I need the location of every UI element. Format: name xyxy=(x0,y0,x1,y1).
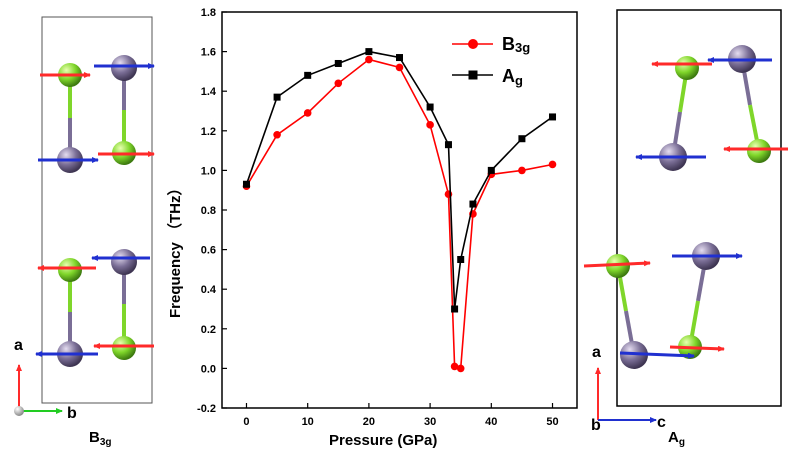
x-tick-label: 30 xyxy=(424,416,436,428)
purple-atom xyxy=(111,249,137,275)
series-line-ag xyxy=(245,50,553,310)
data-point-b3g xyxy=(273,130,281,139)
data-point-b3g xyxy=(334,79,343,88)
data-point-b3g xyxy=(518,166,526,175)
green-atom xyxy=(58,258,82,282)
data-point-ag xyxy=(334,59,342,67)
axis-label-b: b xyxy=(67,405,77,422)
displacement-arrow xyxy=(619,351,695,359)
data-point-b3g xyxy=(426,121,434,129)
y-tick-label: 1.6 xyxy=(201,47,216,59)
data-point-ag xyxy=(451,305,459,313)
legend: B3g Ag xyxy=(452,34,530,88)
green-atom xyxy=(747,139,771,163)
y-tick-label: 1.8 xyxy=(201,7,216,19)
legend-ag-sub: g xyxy=(515,73,523,88)
y-tick-label: 0.2 xyxy=(201,324,216,336)
x-tick-label: 40 xyxy=(485,416,497,428)
legend-label-ag: Ag xyxy=(502,66,523,88)
data-point-ag xyxy=(304,71,312,79)
legend-marker-b3g xyxy=(468,39,478,49)
x-tick-label: 0 xyxy=(243,416,249,428)
data-point-ag xyxy=(518,135,526,143)
y-tick-label: 1.4 xyxy=(201,86,217,98)
left-structure-label-sub: 3g xyxy=(100,437,112,448)
green-atom xyxy=(606,254,630,278)
legend-b3g-sub: 3g xyxy=(515,40,530,55)
plot-frame xyxy=(221,11,578,409)
right-structure-label: Ag xyxy=(668,429,685,448)
green-atom xyxy=(675,56,699,80)
y-tick-label: 0.8 xyxy=(201,205,216,217)
x-axis-label: Pressure (GPa) xyxy=(329,432,437,449)
purple-atom xyxy=(111,55,137,81)
x-tick-label: 10 xyxy=(302,416,314,428)
series-layer xyxy=(242,48,557,373)
legend-marker-ag xyxy=(468,70,478,80)
legend-ag-main: A xyxy=(502,66,515,86)
x-tick-label: 50 xyxy=(546,416,558,428)
series-line-b3g xyxy=(245,58,553,370)
data-point-ag xyxy=(365,48,373,56)
data-point-b3g xyxy=(548,160,557,169)
y-tick-label: 1.2 xyxy=(201,126,216,138)
right-structure-label-main: A xyxy=(668,429,679,446)
left-structure-panel: a b B3g xyxy=(14,16,155,448)
frequency-pressure-chart: -0.2 0.0 0.2 0.4 0.6 0.8 1.0 1.2 1.4 1.6 1.8 0 10 20… xyxy=(166,7,578,449)
right-structure-label-sub: g xyxy=(679,437,685,448)
y-tick-label: 1.0 xyxy=(201,165,216,177)
axis-label-b: b xyxy=(591,417,601,434)
axis-origin xyxy=(14,406,24,416)
displacement-arrow xyxy=(669,345,725,352)
y-tick-label: 0.4 xyxy=(201,284,217,296)
axis-label-a: a xyxy=(14,337,23,354)
data-point-b3g xyxy=(365,55,373,64)
green-atom xyxy=(112,336,136,360)
axis-label-a: a xyxy=(592,344,601,361)
data-point-b3g xyxy=(395,63,404,72)
x-tick-label: 20 xyxy=(363,416,375,428)
left-structure-label: B3g xyxy=(89,429,112,448)
right-unit-cell-frame xyxy=(616,9,782,407)
left-structure-label-main: B xyxy=(89,429,100,446)
data-point-ag xyxy=(396,54,403,62)
data-point-b3g xyxy=(456,364,465,373)
legend-label-b3g: B3g xyxy=(502,34,530,55)
data-point-ag xyxy=(242,180,250,188)
left-unit-cell-frame xyxy=(41,16,153,404)
y-tick-label: -0.2 xyxy=(197,403,216,415)
data-point-ag xyxy=(487,166,495,174)
x-axis-ticks: 0 10 20 30 40 50 xyxy=(243,403,559,428)
y-axis-label: Frequency （THz） xyxy=(166,180,184,318)
data-point-ag xyxy=(469,200,477,208)
legend-b3g-main: B xyxy=(502,34,515,54)
data-point-ag xyxy=(549,113,557,121)
data-point-ag xyxy=(273,93,281,101)
y-axis-ticks: -0.2 0.0 0.2 0.4 0.6 0.8 1.0 1.2 1.4 1.6 1.8 xyxy=(197,7,227,415)
y-tick-label: 0.6 xyxy=(201,245,216,257)
data-point-ag xyxy=(426,103,434,111)
data-point-ag xyxy=(457,256,465,263)
data-point-b3g xyxy=(450,362,459,371)
data-point-b3g xyxy=(303,109,312,117)
y-tick-label: 0.0 xyxy=(201,363,216,375)
axis-label-c: c xyxy=(657,414,666,431)
displacement-arrow xyxy=(583,260,651,268)
right-structure-panel: a b c Ag xyxy=(583,9,788,448)
data-point-ag xyxy=(444,141,452,149)
